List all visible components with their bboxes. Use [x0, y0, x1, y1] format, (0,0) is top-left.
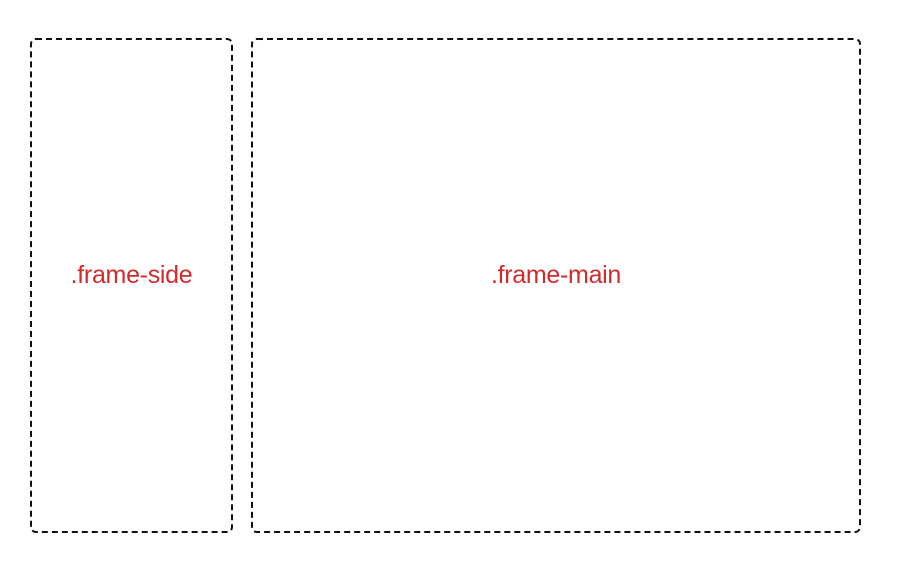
frame-side: .frame-side [30, 38, 233, 533]
frame-main-label: .frame-main [490, 261, 622, 289]
frame-main: .frame-main [251, 38, 861, 533]
frame-side-label: .frame-side [70, 261, 193, 289]
